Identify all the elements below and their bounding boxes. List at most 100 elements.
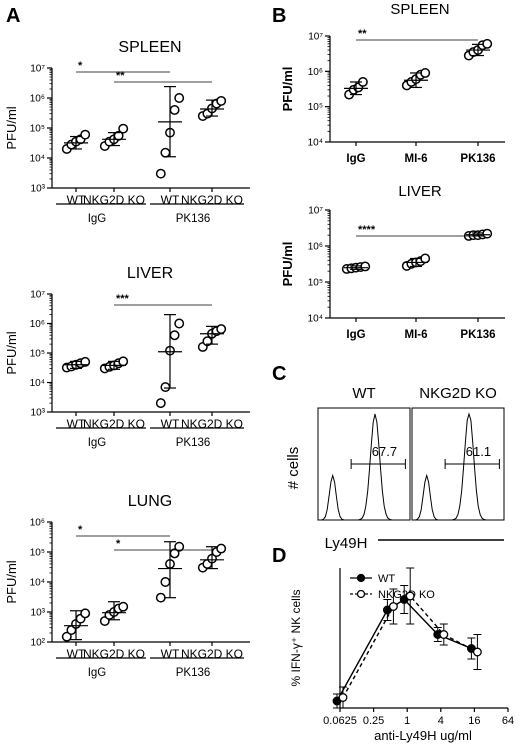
data-point	[174, 541, 185, 552]
y-tick-label: 10²	[31, 638, 46, 649]
x-tick-label: 0.25	[363, 715, 384, 727]
y-tick-label: 10⁷	[308, 206, 323, 217]
data-point	[338, 693, 348, 702]
x-tick-label: 16	[468, 715, 480, 727]
data-point	[155, 592, 166, 603]
gate-percentage: 67.7	[372, 444, 397, 459]
y-tick-label: 10⁴	[308, 138, 323, 149]
x-category-label: NKG2D KO	[181, 647, 243, 661]
significance-label: ****	[358, 224, 376, 236]
y-axis-label: PFU/ml	[280, 67, 295, 112]
x-axis-label: anti-Ly49H ug/ml	[374, 728, 472, 743]
data-point	[216, 324, 227, 334]
x-tick-label: 0.0625	[323, 715, 357, 727]
y-tick-label: 10⁷	[30, 64, 45, 75]
data-point	[80, 129, 91, 140]
y-axis-label: PFU/ml	[4, 560, 19, 603]
data-point	[360, 261, 371, 272]
data-point	[118, 123, 129, 134]
panel-label-b: B	[272, 5, 286, 27]
x-category-label: IgG	[346, 329, 365, 341]
legend-marker	[356, 573, 366, 583]
y-axis-label: # cells	[285, 447, 302, 490]
histogram-frame	[317, 407, 411, 521]
data-point	[174, 318, 185, 329]
y-tick-label: 10⁶	[30, 518, 45, 529]
chart-title: SPLEEN	[390, 1, 449, 18]
y-tick-label: 10⁵	[308, 278, 323, 289]
y-tick-label: 10³	[31, 608, 46, 619]
y-tick-label: 10⁶	[30, 94, 45, 105]
histogram-frame	[411, 407, 505, 521]
panel-label-d: D	[272, 545, 286, 567]
significance-label: **	[358, 28, 367, 40]
panel-label-a: A	[6, 5, 20, 27]
y-tick-label: 10⁶	[30, 319, 45, 330]
y-tick-label: 10⁴	[308, 314, 323, 325]
x-category-label: PK136	[460, 329, 495, 341]
data-point	[160, 382, 171, 393]
x-category-label: IgG	[346, 153, 365, 165]
y-tick-label: 10⁵	[30, 349, 45, 360]
data-point	[174, 93, 185, 103]
x-category-label: WT	[161, 193, 180, 207]
group-label: IgG	[88, 437, 107, 449]
x-tick-label: 4	[438, 715, 444, 727]
y-axis-label: PFU/ml	[4, 331, 19, 374]
data-point	[216, 95, 227, 106]
data-point	[160, 147, 171, 158]
data-point	[216, 543, 227, 554]
x-tick-label: 64	[502, 715, 514, 727]
y-tick-label: 10⁵	[30, 124, 45, 135]
legend-label: WT	[378, 573, 395, 585]
x-axis-label: Ly49H	[325, 535, 368, 552]
histogram-curve	[412, 412, 504, 521]
data-point	[439, 630, 449, 639]
significance-label: ***	[116, 293, 130, 305]
y-axis-label: PFU/ml	[4, 106, 19, 149]
data-point	[420, 68, 431, 78]
x-category-label: NKG2D KO	[83, 417, 145, 431]
y-tick-label: 10⁷	[308, 32, 323, 43]
data-point	[80, 608, 91, 619]
significance-label: *	[78, 60, 83, 72]
chart-title: LUNG	[128, 493, 172, 510]
group-label: IgG	[88, 213, 107, 225]
x-category-label: WT	[161, 417, 180, 431]
y-tick-label: 10⁴	[30, 154, 45, 165]
data-point	[482, 38, 493, 49]
significance-label: *	[116, 538, 121, 550]
x-category-label: PK136	[460, 153, 495, 165]
y-tick-label: 10⁵	[30, 548, 45, 559]
y-tick-label: 10⁶	[308, 67, 323, 78]
data-point	[169, 104, 180, 115]
x-category-label: NKG2D KO	[83, 193, 145, 207]
legend-marker	[356, 589, 366, 599]
x-category-label: WT	[161, 647, 180, 661]
data-point	[169, 330, 180, 341]
y-tick-label: 10⁴	[30, 378, 45, 389]
data-point	[482, 228, 493, 239]
x-category-label: NKG2D KO	[83, 647, 145, 661]
data-point	[160, 577, 171, 587]
y-tick-label: 10⁶	[308, 242, 323, 253]
series-line	[336, 598, 472, 702]
data-point	[155, 398, 166, 409]
chart-title: SPLEEN	[118, 39, 181, 56]
data-point	[420, 253, 431, 264]
y-tick-label: 10⁴	[30, 578, 45, 589]
group-label: IgG	[88, 667, 107, 679]
data-point	[155, 168, 166, 179]
chart-title: LIVER	[127, 265, 173, 282]
x-category-label: MI-6	[405, 329, 428, 341]
sample-name: WT	[352, 385, 375, 402]
x-category-label: MI-6	[405, 153, 428, 165]
significance-label: *	[78, 524, 83, 536]
significance-label: **	[116, 70, 125, 82]
data-point	[472, 647, 482, 657]
y-axis-label: PFU/ml	[280, 242, 295, 287]
sample-name: NKG2D KO	[419, 385, 497, 402]
data-point	[388, 602, 398, 611]
